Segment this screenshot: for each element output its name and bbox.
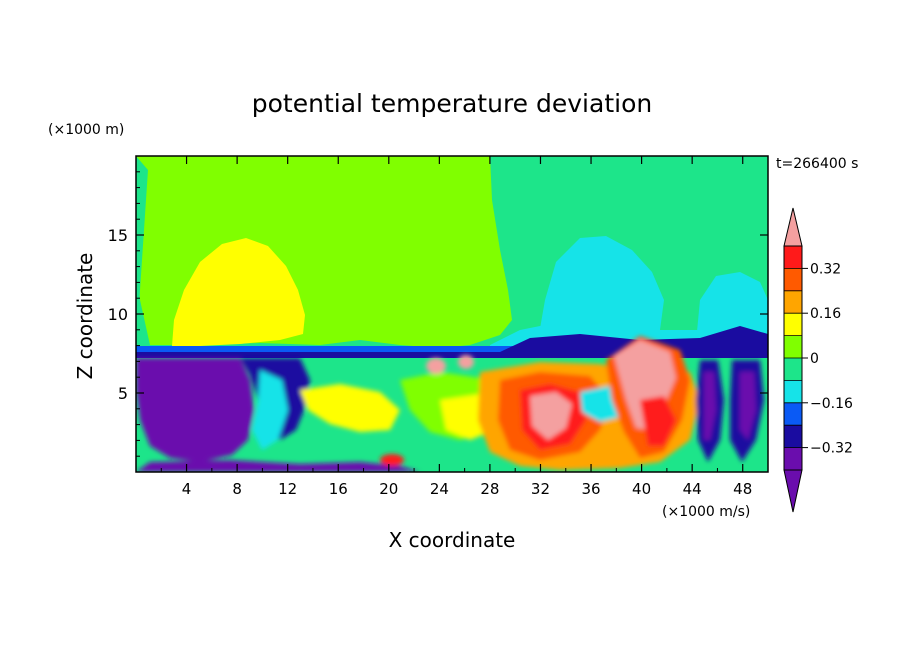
x-axis-label: X coordinate xyxy=(389,528,516,552)
x-axis-ticks: 4 8 12 16 20 24 28 32 36 40 44 48 xyxy=(160,156,752,498)
colorbar-segment xyxy=(784,246,802,269)
y-tick-label: 15 xyxy=(108,226,128,245)
chart-title: potential temperature deviation xyxy=(252,89,652,118)
colorbar-tick-labels: 0.32 0.16 0 −0.16 −0.32 xyxy=(802,261,853,457)
colorbar-segment xyxy=(784,313,802,336)
x-tick-label: 44 xyxy=(683,480,702,498)
x-tick-label: 12 xyxy=(278,480,297,498)
x-unit-label: (×1000 m/s) xyxy=(662,504,750,520)
colorbar-segment xyxy=(784,425,802,448)
y-axis-label: Z coordinate xyxy=(73,253,97,380)
x-tick-label: 20 xyxy=(379,480,398,498)
colorbar-segment xyxy=(784,402,802,426)
colorbar-segment xyxy=(784,335,802,358)
y-unit-label: (×1000 m) xyxy=(48,122,124,138)
colorbar-segment xyxy=(784,268,802,291)
contour-field xyxy=(136,156,768,472)
x-tick-label: 40 xyxy=(632,480,651,498)
colorbar-tick-label: 0 xyxy=(810,351,819,367)
x-tick-label: 24 xyxy=(430,480,449,498)
colorbar-tick-label: 0.16 xyxy=(810,306,841,322)
x-tick-label: 16 xyxy=(329,480,348,498)
y-tick-label: 5 xyxy=(118,384,128,403)
time-label: t=266400 s xyxy=(776,156,858,172)
colorbar-over-arrow xyxy=(783,207,803,247)
colorbar-tick-label: 0.32 xyxy=(810,261,841,277)
colorbar-tick-label: −0.16 xyxy=(810,396,853,412)
colorbar xyxy=(783,207,803,513)
x-tick-label: 48 xyxy=(733,480,752,498)
colorbar-segment xyxy=(784,380,802,403)
y-axis-ticks: 5 10 15 xyxy=(108,171,768,457)
x-tick-label: 4 xyxy=(182,480,192,498)
colorbar-segment xyxy=(784,290,802,314)
x-tick-label: 32 xyxy=(531,480,550,498)
colorbar-tick-label: −0.32 xyxy=(810,441,853,457)
x-tick-label: 28 xyxy=(480,480,499,498)
colorbar-under-arrow xyxy=(783,469,803,513)
x-tick-label: 36 xyxy=(581,480,600,498)
colorbar-segment xyxy=(784,447,802,470)
colorbar-segment xyxy=(784,358,802,381)
y-tick-label: 10 xyxy=(108,305,128,324)
x-tick-label: 8 xyxy=(232,480,242,498)
